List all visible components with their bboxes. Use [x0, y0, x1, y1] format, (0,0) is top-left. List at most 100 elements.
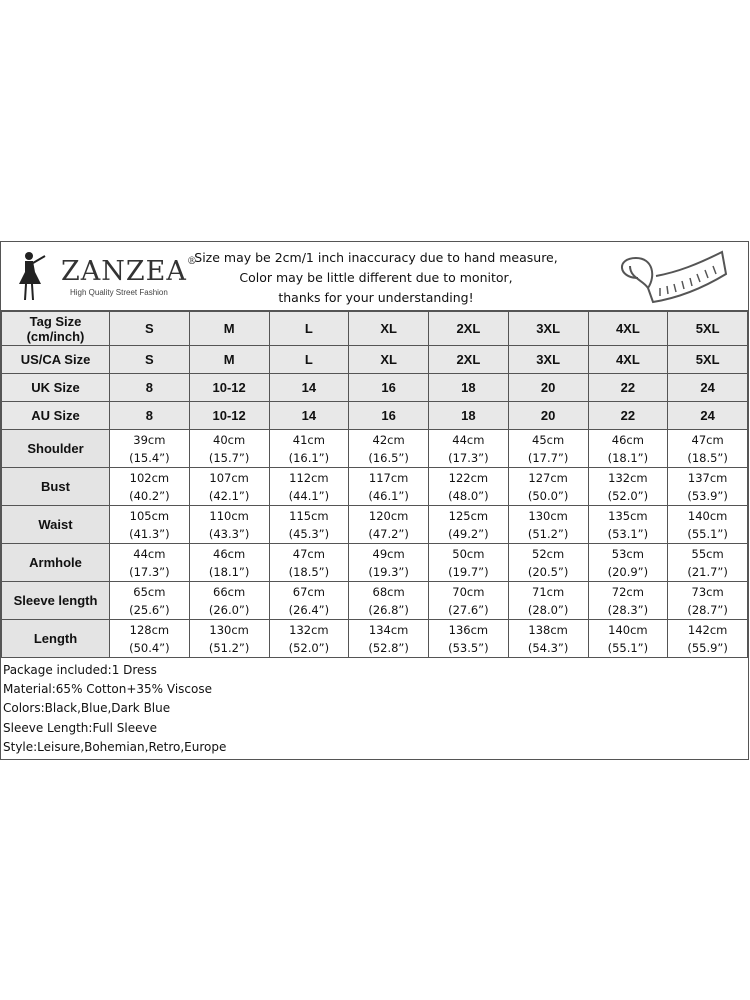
cm-value: 128cm	[129, 622, 170, 637]
cm-value: 132cm	[608, 470, 648, 485]
inch-value: (49.2”)	[448, 526, 489, 541]
inch-value: (48.0”)	[448, 488, 489, 503]
size-cell: 5XL	[667, 311, 748, 346]
inch-value: (40.2”)	[129, 488, 170, 503]
measurement-cell: 140cm (55.1”)	[667, 505, 748, 544]
inch-value: (55.1”)	[687, 526, 728, 541]
table-row: Bust 102cm (40.2”) 107cm (42.1”) 112cm (44.1”)…	[1, 467, 748, 506]
inch-value: (53.5”)	[448, 640, 489, 655]
size-cell: L	[268, 345, 350, 374]
inch-value: (19.3”)	[368, 564, 409, 579]
inch-value: (16.1”)	[288, 450, 330, 465]
notice-line: Color may be little different due to mon…	[239, 270, 513, 285]
size-cell: 24	[667, 373, 748, 402]
measurement-cell: 52cm (20.5”)	[507, 543, 589, 582]
cm-value: 53cm	[611, 546, 644, 561]
measurement-cell: 138cm (54.3”)	[507, 619, 589, 658]
measurement-cell: 55cm (21.7”)	[667, 543, 748, 582]
detail-line: Style:Leisure,Bohemian,Retro,Europe	[3, 739, 227, 754]
cm-value: 49cm	[372, 546, 405, 561]
measurement-cell: 136cm (53.5”)	[428, 619, 509, 658]
table-row: Sleeve length 65cm (25.6”) 66cm (26.0”) 67cm (…	[1, 581, 748, 620]
measurement-cell: 105cm (41.3”)	[109, 505, 190, 544]
size-cell: 24	[667, 401, 748, 430]
measurement-cell: 46cm (18.1”)	[587, 429, 669, 468]
brand-tagline: High Quality Street Fashion	[70, 288, 168, 297]
detail-line: Colors:Black,Blue,Dark Blue	[3, 701, 171, 716]
cm-value: 110cm	[209, 508, 249, 523]
measurement-cell: 115cm (45.3”)	[268, 505, 350, 544]
inch-value: (18.1”)	[208, 564, 250, 579]
size-cell: S	[109, 345, 190, 374]
size-cell: 22	[587, 373, 669, 402]
inch-value: (52.0”)	[607, 488, 649, 503]
measurement-cell: 130cm (51.2”)	[507, 505, 589, 544]
cm-value: 40cm	[213, 432, 246, 447]
cm-value: 68cm	[372, 584, 405, 599]
product-details: Package included:1 Dress Material:65% Cot…	[1, 658, 748, 759]
size-cell: 10-12	[188, 373, 270, 402]
cm-value: 41cm	[292, 432, 325, 447]
inch-value: (45.3”)	[288, 526, 330, 541]
table-row: US/CA Size S M L XL 2XL 3XL 4XL 5XL	[1, 345, 748, 374]
table-row: Shoulder 39cm (15.4”) 40cm (15.7”) 41cm (16.1”…	[1, 429, 748, 468]
cm-value: 138cm	[528, 622, 568, 637]
size-cell: 4XL	[587, 311, 669, 346]
cm-value: 65cm	[133, 584, 166, 599]
size-cell: 22	[587, 401, 669, 430]
inch-value: (42.1”)	[208, 488, 250, 503]
size-cell: M	[188, 311, 270, 346]
measurement-cell: 53cm (20.9”)	[587, 543, 669, 582]
measurement-cell: 44cm (17.3”)	[109, 543, 190, 582]
cm-value: 120cm	[368, 508, 409, 523]
size-cell: 8	[109, 401, 190, 430]
measurement-cell: 102cm (40.2”)	[109, 467, 190, 506]
cm-value: 122cm	[448, 470, 489, 485]
measurement-cell: 132cm (52.0”)	[587, 467, 669, 506]
inch-value: (52.0”)	[288, 640, 330, 655]
measurement-cell: 72cm (28.3”)	[587, 581, 669, 620]
inch-value: (27.6”)	[448, 602, 489, 617]
inch-value: (43.3”)	[208, 526, 250, 541]
cm-value: 134cm	[368, 622, 409, 637]
inch-value: (55.1”)	[607, 640, 649, 655]
cm-value: 46cm	[611, 432, 644, 447]
cm-value: 50cm	[452, 546, 485, 561]
table-row: UK Size 8 10-12 14 16 18 20 22 24	[1, 373, 748, 402]
measurement-cell: 71cm (28.0”)	[507, 581, 589, 620]
measurement-cell: 40cm (15.7”)	[188, 429, 270, 468]
size-cell: 14	[268, 401, 350, 430]
size-chart: ZANZEA® High Quality Street Fashion Size…	[0, 241, 749, 761]
measurement-cell: 70cm (27.6”)	[428, 581, 509, 620]
inch-value: (50.4”)	[129, 640, 170, 655]
size-cell: 3XL	[507, 311, 589, 346]
inch-value: (46.1”)	[368, 488, 409, 503]
inch-value: (25.6”)	[129, 602, 170, 617]
cm-value: 142cm	[687, 622, 728, 637]
cm-value: 47cm	[691, 432, 724, 447]
cm-value: 137cm	[687, 470, 728, 485]
measurement-cell: 122cm (48.0”)	[428, 467, 509, 506]
inch-value: (21.7”)	[687, 564, 728, 579]
inch-value: (55.9”)	[687, 640, 728, 655]
size-cell: M	[188, 345, 270, 374]
measurement-cell: 41cm (16.1”)	[268, 429, 350, 468]
measurement-cell: 134cm (52.8”)	[348, 619, 429, 658]
cm-value: 44cm	[133, 546, 166, 561]
size-cell: 20	[507, 373, 589, 402]
measurement-cell: 46cm (18.1”)	[188, 543, 270, 582]
measurement-cell: 127cm (50.0”)	[507, 467, 589, 506]
measurement-cell: 135cm (53.1”)	[587, 505, 669, 544]
cm-value: 55cm	[691, 546, 724, 561]
size-cell: 2XL	[428, 345, 509, 374]
measurement-cell: 107cm (42.1”)	[188, 467, 270, 506]
row-label: Length	[1, 619, 110, 658]
cm-value: 105cm	[129, 508, 170, 523]
cm-value: 70cm	[452, 584, 485, 599]
inch-value: (51.2”)	[208, 640, 250, 655]
measurement-cell: 39cm (15.4”)	[109, 429, 190, 468]
measurement-cell: 47cm (18.5”)	[268, 543, 350, 582]
cm-value: 125cm	[448, 508, 489, 523]
measurement-cell: 47cm (18.5”)	[667, 429, 748, 468]
cm-value: 66cm	[213, 584, 246, 599]
